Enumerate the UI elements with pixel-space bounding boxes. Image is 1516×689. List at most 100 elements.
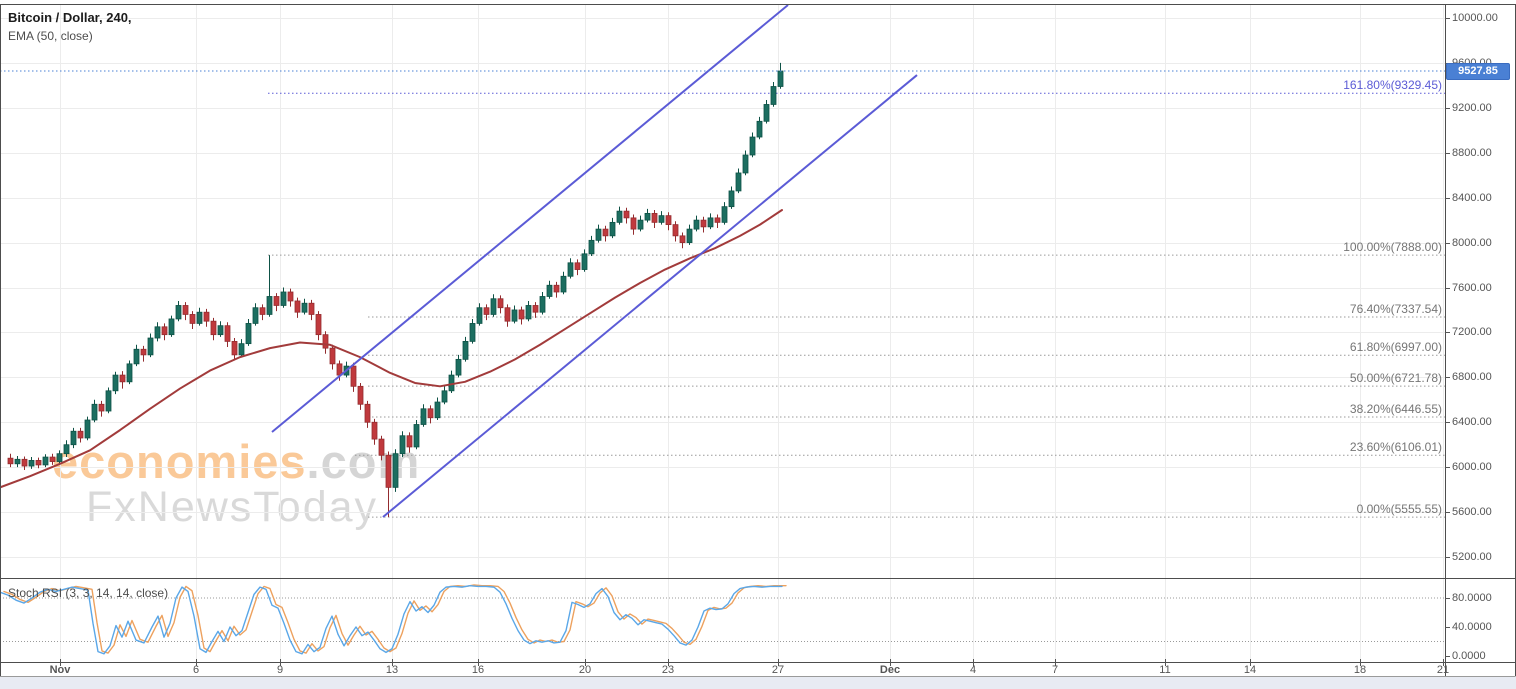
candle-body — [287, 291, 294, 302]
channel-trendline — [382, 74, 918, 518]
candle-body — [679, 235, 686, 243]
candle-body — [280, 291, 287, 306]
candle-body — [714, 217, 721, 223]
stoch-rsi-label[interactable]: Stoch RSI (3, 3, 14, 14, close) — [8, 586, 169, 600]
fib-level-label: 76.40%(7337.54) — [1349, 301, 1442, 316]
candle-body — [686, 228, 693, 243]
candle-body — [245, 323, 252, 345]
candle-body — [525, 305, 532, 320]
time-tick-label: 16 — [471, 664, 485, 676]
candlestick-series — [7, 62, 784, 518]
candle-body — [763, 104, 770, 122]
candle-body — [490, 298, 497, 315]
price-tick-label: 8400.00 — [1452, 191, 1492, 204]
stoch-tick-label: 40.0000 — [1452, 621, 1492, 633]
fib-level-label: 50.00%(6721.78) — [1349, 371, 1442, 386]
candle-body — [413, 424, 420, 448]
candle-body — [329, 347, 336, 365]
candle-body — [392, 453, 399, 488]
candle-body — [175, 305, 182, 320]
candle-body — [469, 323, 476, 342]
candle-body — [406, 435, 413, 448]
candle-body — [616, 210, 623, 223]
time-tick-label: 13 — [385, 664, 399, 676]
candle-body — [196, 311, 203, 324]
candle-body — [70, 430, 77, 446]
fib-level-label: 23.60%(6106.01) — [1349, 440, 1442, 455]
current-price-value: 9527.85 — [1458, 65, 1498, 77]
current-price-badge: 9527.85 — [1446, 63, 1510, 80]
stoch-rsi-k-line — [0, 584, 783, 655]
chart-legend[interactable]: Bitcoin / Dollar, 240, EMA (50, close) — [8, 8, 132, 45]
candle-body — [511, 309, 518, 322]
candle-body — [98, 403, 105, 412]
symbol-title[interactable]: Bitcoin / Dollar, 240, — [8, 10, 132, 25]
candle-body — [434, 401, 441, 419]
candle-body — [637, 219, 644, 230]
candle-body — [42, 456, 49, 466]
candle-body — [21, 458, 28, 467]
candle-body — [315, 314, 322, 336]
candle-body — [112, 374, 119, 392]
candle-body — [609, 221, 616, 237]
candle-body — [581, 253, 588, 270]
candle-body — [504, 307, 511, 322]
time-axis-bg — [0, 662, 1516, 676]
candle-body — [357, 385, 364, 405]
candle-body — [182, 305, 189, 315]
candle-body — [749, 136, 756, 156]
candle-body — [203, 311, 210, 322]
candle-body — [49, 456, 56, 462]
candle-body — [567, 262, 574, 277]
candle-body — [420, 408, 427, 425]
candle-body — [693, 219, 700, 230]
candle-body — [7, 457, 14, 465]
candle-body — [483, 307, 490, 315]
time-tick-label: 11 — [1159, 664, 1171, 676]
price-tick-label: 6800.00 — [1452, 371, 1492, 384]
candle-body — [728, 190, 735, 208]
bottom-strip — [0, 676, 1516, 689]
candle-body — [497, 298, 504, 309]
time-tick-label: 14 — [1243, 664, 1257, 676]
fib-level-label: 38.20%(6446.55) — [1349, 402, 1442, 417]
time-tick-label: Dec — [879, 664, 901, 676]
price-axis[interactable] — [1445, 4, 1516, 662]
candle-body — [91, 403, 98, 421]
price-tick-label: 5600.00 — [1452, 506, 1492, 519]
candle-body — [658, 215, 665, 223]
candle-body — [546, 284, 553, 297]
candle-body — [28, 460, 35, 467]
candle-body — [651, 212, 658, 223]
time-tick-label: Nov — [49, 664, 71, 676]
candle-body — [735, 172, 742, 192]
candle-body — [105, 390, 112, 412]
time-tick-label: 27 — [771, 664, 785, 676]
fib-level-label: 61.80%(6997.00) — [1349, 340, 1442, 355]
candle-body — [441, 390, 448, 403]
candle-body — [742, 154, 749, 174]
candle-body — [84, 419, 91, 439]
time-axis[interactable] — [0, 662, 1445, 676]
price-tick-label: 9200.00 — [1452, 101, 1492, 114]
candle-body — [378, 438, 385, 456]
candle-body — [539, 296, 546, 313]
candle-body — [56, 453, 63, 462]
candle-body — [462, 340, 469, 360]
candle-body — [231, 340, 238, 356]
ema-indicator-label[interactable]: EMA (50, close) — [8, 29, 93, 43]
candle-body — [217, 325, 224, 336]
candle-body — [252, 307, 259, 324]
candle-body — [371, 421, 378, 440]
channel-trendline — [271, 4, 789, 433]
candle-body — [168, 318, 175, 336]
candle-body — [266, 296, 273, 315]
price-tick-label: 10000.00 — [1452, 12, 1498, 24]
candle-body — [238, 343, 245, 356]
candle-body — [665, 215, 672, 226]
price-tick-label: 7600.00 — [1452, 281, 1492, 294]
candle-body — [350, 365, 357, 387]
price-axis-bg — [1445, 0, 1516, 676]
